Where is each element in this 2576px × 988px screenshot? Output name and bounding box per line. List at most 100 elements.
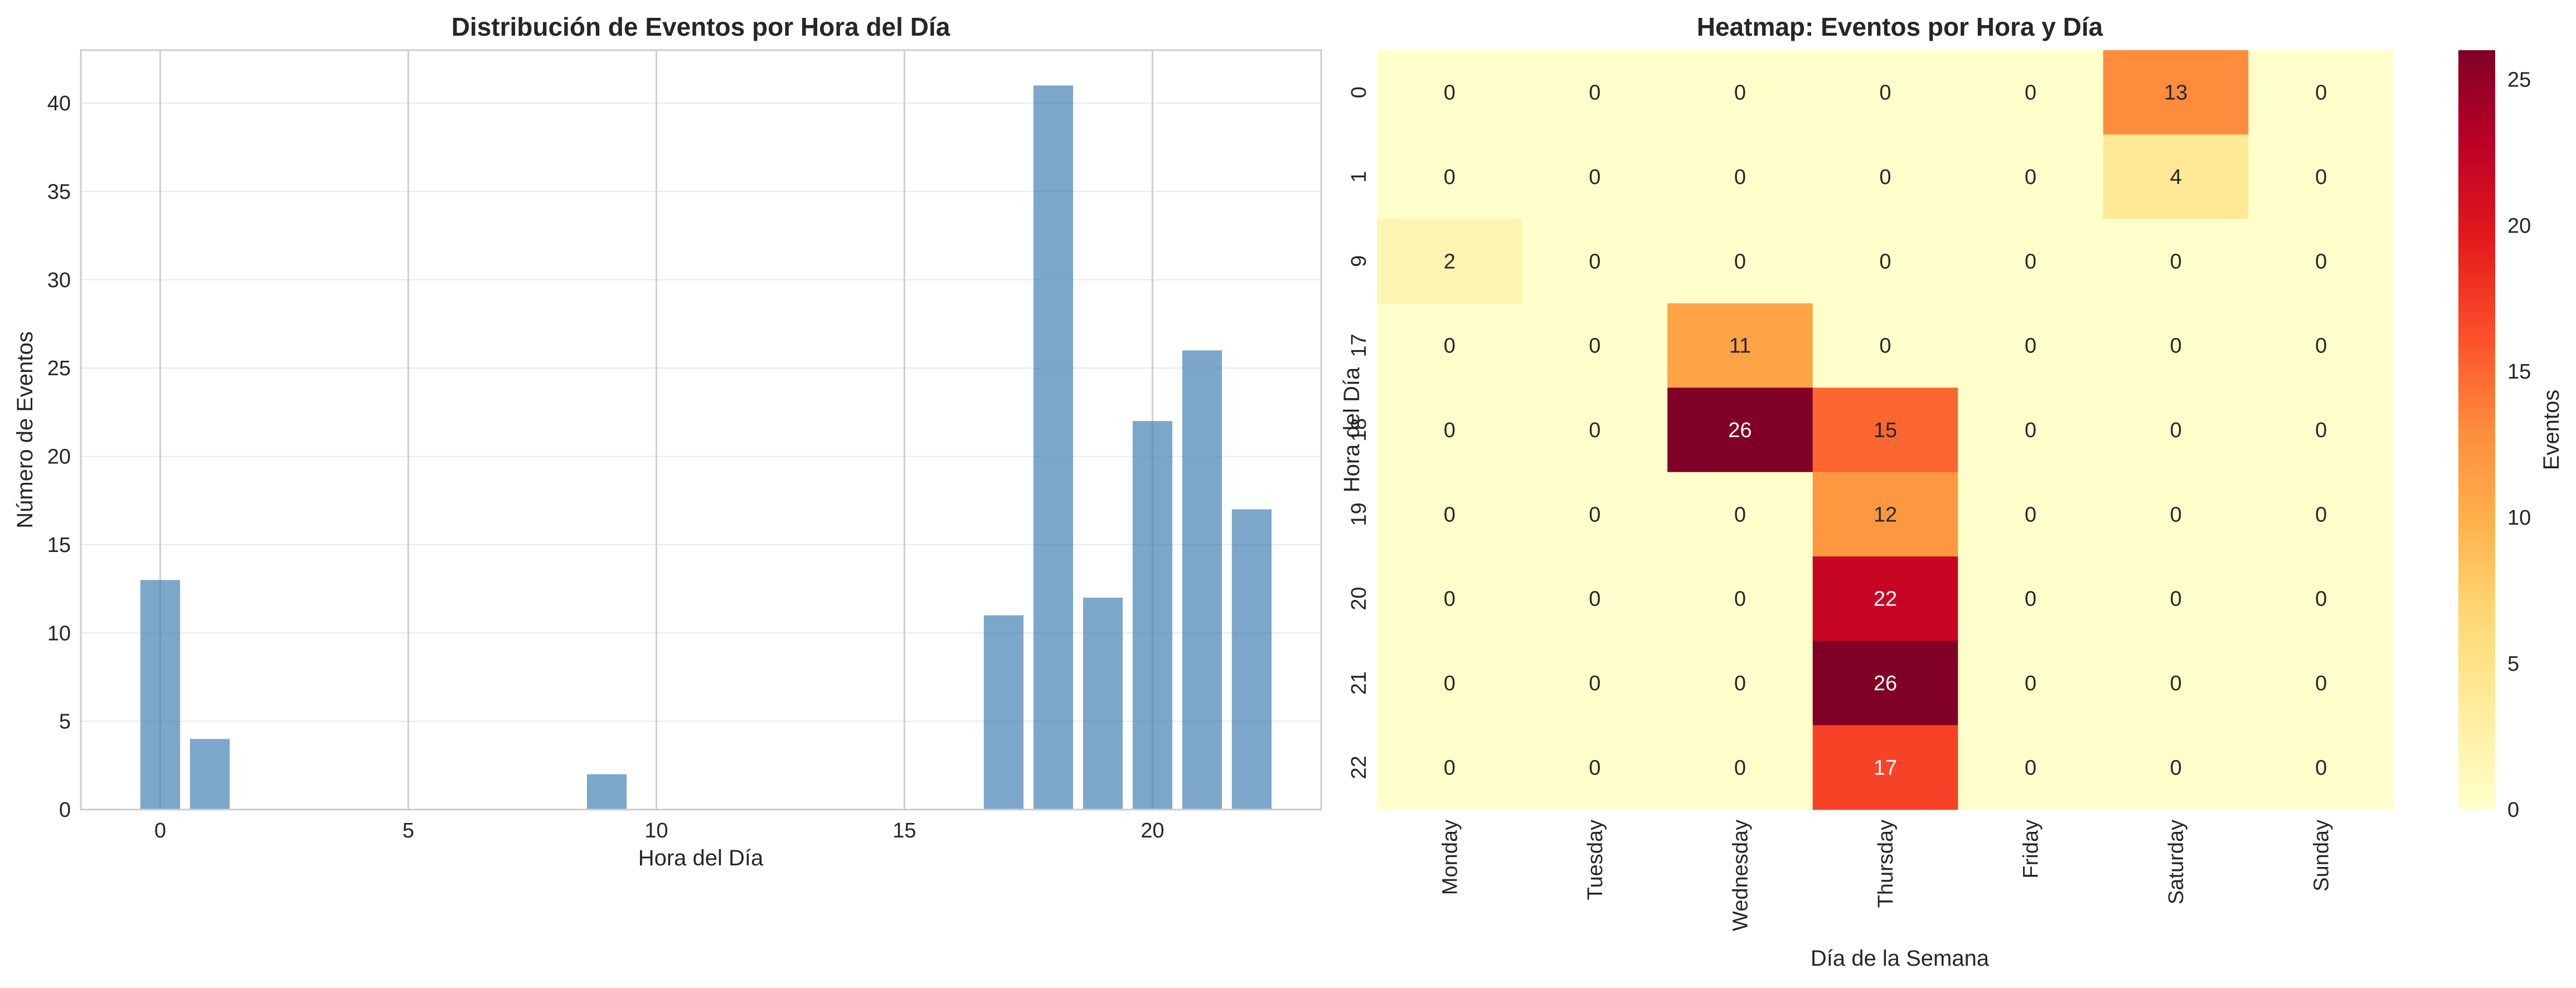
- heatmap-x-tick-label: Tuesday: [1584, 820, 1607, 900]
- bar-chart-y-ticks: 0 5 10 15 20 25 30 35 40: [47, 92, 71, 822]
- heatmap-cell-value: 0: [2315, 166, 2327, 189]
- bar-chart-title: Distribución de Eventos por Hora del Día: [452, 12, 950, 41]
- heatmap-colorbar: [2458, 50, 2495, 810]
- heatmap-cell-value: 0: [1444, 588, 1456, 611]
- bar-chart-y-tick-label: 40: [47, 92, 71, 115]
- heatmap-cell-value: 0: [1444, 335, 1456, 358]
- heatmap-cell: [1377, 50, 1523, 135]
- heatmap-y-tick-label: 17: [1347, 334, 1371, 357]
- heatmap-cell-value: 15: [1874, 419, 1897, 442]
- heatmap-cell: [2248, 472, 2394, 557]
- heatmap-cell-value: 0: [1734, 503, 1746, 526]
- heatmap-cell: [1522, 50, 1668, 135]
- heatmap-cell: [1377, 641, 1523, 726]
- heatmap-y-tick-label: 1: [1347, 171, 1371, 182]
- heatmap-cell: [2103, 388, 2249, 473]
- bar-chart-x-tick-label: 0: [154, 819, 166, 842]
- bar: [1083, 597, 1123, 810]
- heatmap-cell: [2103, 641, 2249, 726]
- heatmap-y-tick-label: 18: [1347, 418, 1371, 442]
- heatmap-cell-value: 0: [1589, 166, 1600, 189]
- bar-chart-y-tick-label: 30: [47, 269, 71, 292]
- heatmap-cell-value: 0: [2315, 81, 2327, 105]
- heatmap-cell: [1958, 134, 2104, 220]
- bar-chart: 0 5 10 15 20 0 5 10 15 20 25 30 35 40 Distribución d…: [13, 12, 1322, 870]
- heatmap-cell: [1522, 134, 1668, 220]
- heatmap-cell-value: 13: [2164, 81, 2187, 105]
- heatmap-cell-value: 0: [1879, 81, 1891, 105]
- bar-chart-grid: [81, 50, 1321, 810]
- heatmap-cell-value: 0: [2170, 588, 2182, 611]
- heatmap-cell: [1667, 556, 1813, 641]
- heatmap-cell-value: 0: [1589, 588, 1600, 611]
- heatmap-y-tick-label: 21: [1347, 671, 1371, 695]
- bar: [140, 580, 180, 810]
- heatmap-cell: [1377, 388, 1523, 473]
- heatmap-y-tick-label: 19: [1347, 502, 1371, 526]
- bar-chart-y-tick-label: 35: [47, 180, 71, 204]
- heatmap-cell: [1522, 725, 1668, 810]
- heatmap-cell-value: 0: [1734, 756, 1746, 779]
- heatmap-cell-value: 0: [1879, 250, 1891, 273]
- heatmap-colorbar-tick-label: 0: [2507, 798, 2519, 822]
- heatmap-cell: [1522, 388, 1668, 473]
- heatmap-cell-value: 0: [1589, 503, 1600, 526]
- bar-chart-x-tick-label: 20: [1141, 819, 1164, 842]
- heatmap-cell: [1812, 556, 1958, 641]
- heatmap-cell-value: 0: [1444, 81, 1456, 105]
- heatmap-chart: 0 0 0 0 0 13 00 0 0 0 0 4 02 0 0 0 0 0 00 0 11 0 0 0 00 0 26 15 0 0 00…: [1340, 12, 2564, 971]
- heatmap-cell-value: 0: [1734, 81, 1746, 105]
- heatmap-cell-value: 0: [2025, 81, 2036, 105]
- bar-chart-x-tick-label: 5: [402, 819, 414, 842]
- bar-chart-y-axis-label: Número de Eventos: [13, 331, 37, 529]
- heatmap-cell: [2248, 388, 2394, 473]
- heatmap-cell-value: 26: [1874, 672, 1897, 695]
- heatmap-cell: [2103, 219, 2249, 304]
- bar: [190, 739, 230, 810]
- heatmap-y-axis-label: Hora del Día: [1340, 367, 1364, 492]
- heatmap-x-tick-label: Friday: [2020, 820, 2043, 879]
- heatmap-colorbar-tick-label: 5: [2507, 652, 2519, 676]
- heatmap-cell: [2103, 134, 2249, 220]
- heatmap-cell-value: 0: [2315, 672, 2327, 695]
- bar: [1182, 350, 1222, 810]
- heatmap-cell: [1522, 472, 1668, 557]
- heatmap-title: Heatmap: Eventos por Hora y Día: [1697, 12, 2103, 41]
- heatmap-cell: [1377, 725, 1523, 810]
- bar: [983, 615, 1023, 810]
- heatmap-cell: [2103, 472, 2249, 557]
- heatmap-cell-value: 0: [2025, 166, 2036, 189]
- heatmap-cell-value: 0: [1589, 81, 1600, 105]
- heatmap-x-tick-label: Monday: [1438, 820, 1462, 895]
- heatmap-cell: [1812, 472, 1958, 557]
- heatmap-cell-value: 0: [2315, 419, 2327, 442]
- heatmap-cell: [1958, 725, 2104, 810]
- heatmap-cell-value: 0: [2025, 756, 2036, 779]
- bar-chart-x-axis-label: Hora del Día: [638, 846, 764, 870]
- heatmap-cell: [2103, 725, 2249, 810]
- heatmap-cell-value: 0: [2025, 335, 2036, 358]
- bar-chart-y-tick-label: 15: [47, 534, 71, 557]
- bar-chart-y-tick-label: 0: [59, 798, 71, 822]
- heatmap-cell-value: 0: [2025, 503, 2036, 526]
- heatmap-cell-value: 0: [2025, 672, 2036, 695]
- heatmap-cell-value: 0: [1589, 672, 1600, 695]
- heatmap-cell: [1958, 472, 2104, 557]
- heatmap-cell-value: 0: [2170, 335, 2182, 358]
- bar-chart-bars: [140, 85, 1272, 810]
- heatmap-x-ticks: Monday Tuesday Wednesday Thursday Friday Satu…: [1438, 820, 2333, 931]
- heatmap-cell-value: 11: [1729, 335, 1751, 358]
- heatmap-cell: [1667, 219, 1813, 304]
- heatmap-y-tick-label: 22: [1347, 755, 1371, 779]
- heatmap-cell-value: 0: [1734, 250, 1746, 273]
- heatmap-cell-value: 0: [1444, 672, 1456, 695]
- bar-chart-y-tick-label: 20: [47, 445, 71, 469]
- heatmap-x-tick-label: Sunday: [2310, 820, 2334, 892]
- heatmap-cell-value: 0: [1444, 756, 1456, 779]
- heatmap-cell-value: 26: [1728, 419, 1752, 442]
- heatmap-x-tick-label: Wednesday: [1729, 820, 1752, 931]
- heatmap-cell-value: 0: [1879, 335, 1891, 358]
- heatmap-cell-value: 0: [2315, 335, 2327, 358]
- heatmap-cell: [1667, 472, 1813, 557]
